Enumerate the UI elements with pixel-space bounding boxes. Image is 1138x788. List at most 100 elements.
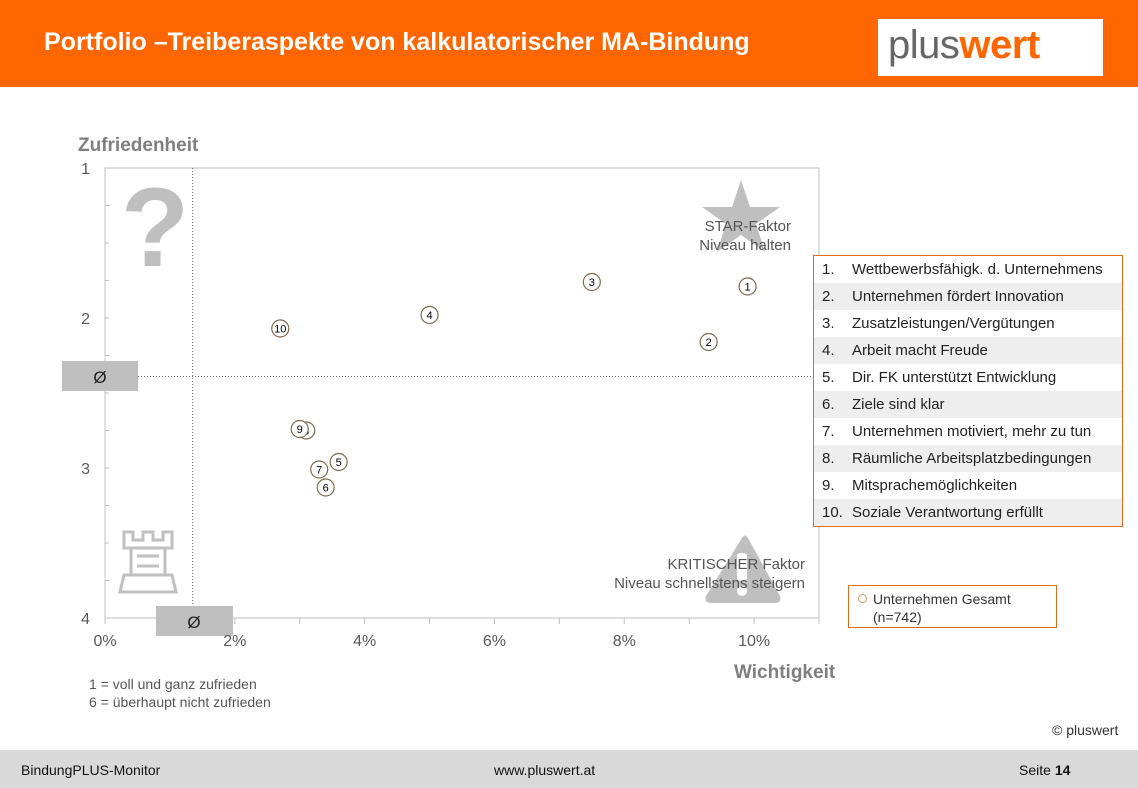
legend-item-number: 7. bbox=[822, 423, 835, 440]
legend-item: 4. Arbeit macht Freude bbox=[814, 337, 1122, 364]
logo-text: pluswert bbox=[888, 23, 1040, 68]
data-point-label: 5 bbox=[336, 457, 342, 469]
plot-area bbox=[104, 167, 820, 619]
data-points: 12345678910 bbox=[271, 272, 757, 497]
x-tick-label: 8% bbox=[613, 633, 636, 650]
data-point-1: 1 bbox=[738, 277, 757, 296]
data-point-6: 6 bbox=[316, 478, 335, 497]
legend-item-number: 9. bbox=[822, 477, 835, 494]
y-axis-title: Zufriedenheit bbox=[78, 135, 199, 156]
legend-item-number: 4. bbox=[822, 342, 835, 359]
x-tick-label: 2% bbox=[223, 633, 246, 650]
y-tick-label: 2 bbox=[81, 311, 90, 328]
pluswert-logo: pluswert bbox=[878, 19, 1103, 76]
data-point-label: 7 bbox=[316, 465, 322, 477]
legend-item-label: Mitsprachemöglichkeiten bbox=[852, 477, 1018, 494]
legend-item-label: Zusatzleistungen/Vergütungen bbox=[852, 315, 1055, 332]
legend-item-number: 3. bbox=[822, 315, 835, 332]
data-point-label: 9 bbox=[297, 424, 303, 436]
legend-item-number: 1. bbox=[822, 261, 835, 278]
scale-footnote-2: 6 = überhaupt nicht zufrieden bbox=[89, 694, 271, 710]
question-mark-icon: ? bbox=[121, 165, 189, 290]
legend-item-label: Unternehmen fördert Innovation bbox=[852, 288, 1064, 305]
average-x-symbol: Ø bbox=[187, 613, 200, 632]
logo-plus: plus bbox=[888, 23, 960, 67]
legend-item-number: 10. bbox=[822, 504, 843, 521]
x-axis-title: Wichtigkeit bbox=[734, 662, 836, 683]
legend-item-label: Arbeit macht Freude bbox=[852, 342, 988, 359]
data-point-marker bbox=[329, 452, 348, 472]
data-point-7: 7 bbox=[310, 460, 329, 479]
data-point-marker bbox=[290, 419, 309, 439]
chess-rook-icon bbox=[118, 530, 178, 594]
x-tick-label: 10% bbox=[738, 633, 770, 650]
series-name: Unternehmen Gesamt bbox=[873, 591, 1011, 607]
legend-item-label: Unternehmen motiviert, mehr zu tun bbox=[852, 423, 1092, 440]
y-tick-label: 1 bbox=[81, 161, 90, 178]
header-bar: Portfolio –Treiberaspekte von kalkulator… bbox=[0, 0, 1138, 87]
average-x-marker: Ø bbox=[156, 606, 233, 636]
axis-ticks: 0% 2% 4% 6% 8% 10% 1 2 3 4 bbox=[81, 161, 820, 650]
y-tick-label: 3 bbox=[81, 461, 90, 478]
data-point-marker bbox=[271, 319, 290, 338]
scale-footnote-1: 1 = voll und ganz zufrieden bbox=[89, 676, 257, 692]
legend-item-label: Dir. FK unterstützt Entwicklung bbox=[852, 369, 1057, 386]
legend-item: 5. Dir. FK unterstützt Entwicklung bbox=[814, 364, 1122, 391]
legend-item-number: 8. bbox=[822, 450, 835, 467]
data-point-10: 10 bbox=[271, 319, 290, 338]
legend-item: 9. Mitsprachemöglichkeiten bbox=[814, 472, 1122, 499]
legend-item-number: 2. bbox=[822, 288, 835, 305]
page-label: Seite bbox=[1019, 762, 1051, 778]
average-y-marker: Ø bbox=[62, 361, 138, 391]
page-title: Portfolio –Treiberaspekte von kalkulator… bbox=[44, 28, 750, 56]
legend-item: 3. Zusatzleistungen/Vergütungen bbox=[814, 310, 1122, 337]
legend-item: 2. Unternehmen fördert Innovation bbox=[814, 283, 1122, 310]
legend-item-label: Wettbewerbsfähigk. d. Unternehmens bbox=[852, 261, 1103, 278]
data-point-2: 2 bbox=[699, 332, 718, 352]
data-point-marker bbox=[582, 272, 601, 292]
data-point-4: 4 bbox=[420, 305, 439, 325]
critical-factor-label: KRITISCHER Faktor bbox=[667, 556, 805, 573]
average-y-symbol: Ø bbox=[93, 368, 106, 387]
legend-item-label: Räumliche Arbeitsplatzbedingungen bbox=[852, 450, 1092, 467]
series-legend: Unternehmen Gesamt (n=742) bbox=[848, 585, 1057, 628]
critical-factor-sublabel: Niveau schnellstens steigern bbox=[614, 575, 805, 592]
item-legend: 1. Wettbewerbsfähigk. d. Unternehmens 2. U… bbox=[813, 255, 1123, 527]
x-tick-label: 6% bbox=[483, 633, 506, 650]
logo-wert: wert bbox=[959, 23, 1040, 67]
legend-item-number: 5. bbox=[822, 369, 835, 386]
data-point-marker bbox=[738, 277, 757, 296]
data-point-3: 3 bbox=[582, 272, 601, 292]
data-point-label: 3 bbox=[589, 277, 595, 289]
legend-item: 6. Ziele sind klar bbox=[814, 391, 1122, 418]
svg-text:?: ? bbox=[121, 165, 189, 290]
star-factor-label: STAR-Faktor bbox=[705, 218, 791, 235]
data-point-label: 4 bbox=[426, 310, 432, 322]
data-point-label: 2 bbox=[706, 337, 712, 349]
copyright: © pluswert bbox=[1052, 722, 1119, 738]
x-tick-label: 4% bbox=[353, 633, 376, 650]
star-icon bbox=[702, 180, 780, 252]
footer-product: BindungPLUS-Monitor bbox=[21, 762, 161, 778]
y-tick-label: 4 bbox=[81, 611, 90, 628]
data-point-9: 9 bbox=[290, 419, 309, 439]
star-factor-sublabel: Niveau halten bbox=[699, 237, 791, 254]
portfolio-chart: ? Ø Ø Zufriedenheit Wichtigkeit STAR-Fak… bbox=[62, 135, 836, 683]
footer-bar: BindungPLUS-Monitor www.pluswert.at Seit… bbox=[0, 750, 1138, 788]
data-point-label: 6 bbox=[323, 483, 329, 495]
legend-item-label: Ziele sind klar bbox=[852, 396, 945, 413]
footer-page-number: Seite 14 bbox=[1019, 762, 1070, 778]
data-point-marker bbox=[699, 332, 718, 352]
x-tick-label: 0% bbox=[93, 633, 116, 650]
data-point-marker bbox=[420, 305, 439, 325]
page-number: 14 bbox=[1054, 762, 1071, 778]
data-point-label: 1 bbox=[745, 282, 751, 294]
legend-item: 10. Soziale Verantwortung erfüllt bbox=[814, 499, 1122, 526]
series-sample-size: (n=742) bbox=[873, 609, 922, 625]
legend-item-number: 6. bbox=[822, 396, 835, 413]
legend-item: 1. Wettbewerbsfähigk. d. Unternehmens bbox=[814, 256, 1122, 283]
data-point-label: 10 bbox=[274, 324, 286, 336]
legend-item: 8. Räumliche Arbeitsplatzbedingungen bbox=[814, 445, 1122, 472]
footer-website-link[interactable]: www.pluswert.at bbox=[494, 762, 596, 778]
data-point-marker bbox=[310, 460, 329, 479]
